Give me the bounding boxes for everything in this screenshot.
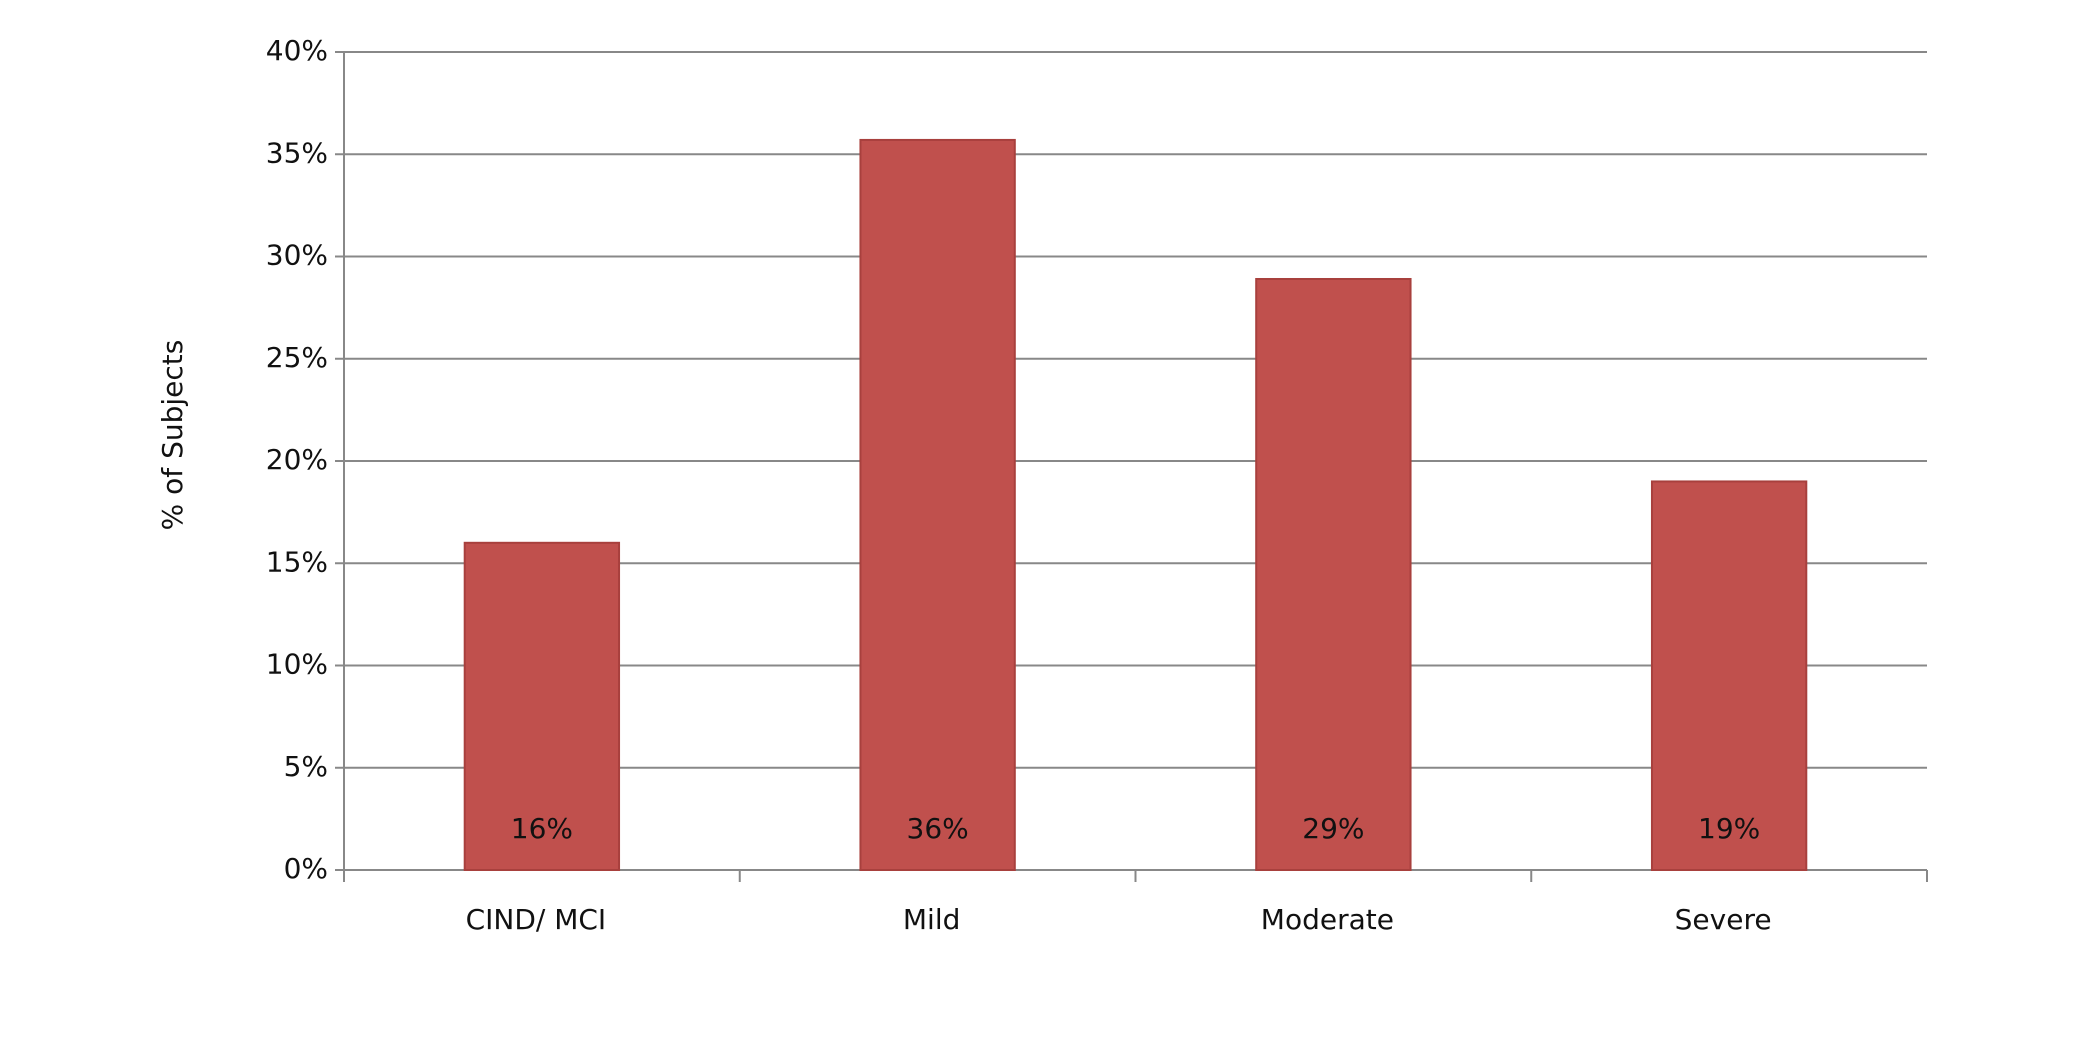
y-tick-label: 5% (284, 750, 328, 783)
data-label: 19% (1698, 812, 1760, 845)
y-tick-label: 40% (266, 34, 328, 67)
x-tick-label: CIND/ MCI (466, 903, 607, 936)
x-tick-label: Severe (1675, 903, 1772, 936)
x-tick-label: Mild (903, 903, 961, 936)
bar (1255, 277, 1412, 871)
bar (463, 541, 621, 871)
data-label: 29% (1302, 812, 1364, 845)
y-tick-label: 30% (266, 239, 328, 272)
y-axis-title: % of Subjects (156, 340, 189, 531)
y-tick-label: 35% (266, 136, 328, 169)
y-tick-label: 0% (284, 852, 328, 885)
y-tick-label: 15% (266, 545, 328, 578)
data-label: 36% (907, 812, 969, 845)
y-tick-label: 20% (266, 443, 328, 476)
bar (1650, 480, 1808, 871)
x-tick-label: Moderate (1261, 903, 1394, 936)
bar (859, 138, 1016, 871)
y-tick-label: 10% (266, 648, 328, 681)
data-label: 16% (511, 812, 573, 845)
y-tick-label: 25% (266, 341, 328, 374)
